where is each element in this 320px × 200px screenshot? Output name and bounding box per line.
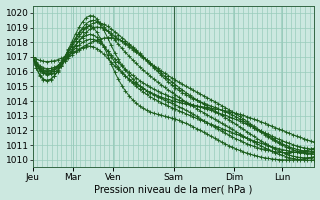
X-axis label: Pression niveau de la mer( hPa ): Pression niveau de la mer( hPa ) xyxy=(94,184,253,194)
